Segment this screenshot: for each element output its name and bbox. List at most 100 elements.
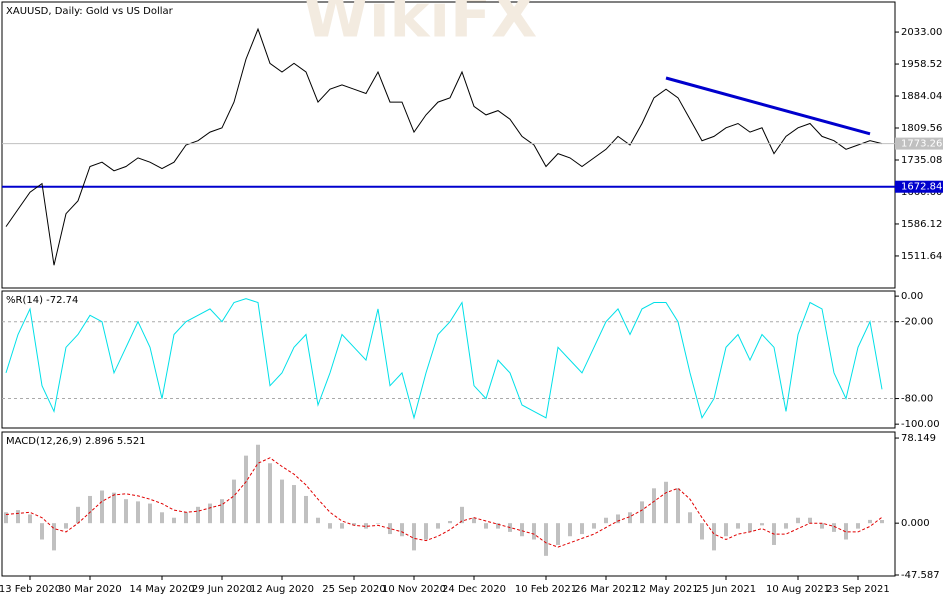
- macd-bar: [172, 517, 176, 524]
- macd-bar: [268, 463, 272, 524]
- macd-bar: [844, 523, 848, 540]
- y-tick-label: 1586.12: [901, 219, 942, 230]
- macd-bar: [484, 523, 488, 529]
- x-tick-label: 10 Aug 2021: [766, 584, 830, 595]
- y-tick-label: 1884.04: [901, 91, 942, 102]
- macd-bar: [328, 523, 332, 529]
- macd-bar: [820, 523, 824, 529]
- macd-bar: [460, 506, 464, 524]
- macd-bar: [76, 506, 80, 524]
- price-label: 1672.84: [901, 182, 942, 193]
- x-tick-label: 25 Sep 2020: [322, 584, 385, 595]
- macd-bar: [64, 523, 68, 529]
- x-tick-label: 25 Jun 2021: [696, 584, 756, 595]
- macd-bar: [244, 455, 248, 524]
- current-price-box: [895, 137, 943, 150]
- macd-bar: [340, 523, 344, 529]
- y-tick-label: 0.00: [901, 291, 923, 302]
- macd-bar: [868, 519, 872, 524]
- macd-bar: [664, 481, 668, 524]
- panel-title: MACD(12,26,9) 2.896 5.521: [6, 436, 146, 447]
- macd-bar: [376, 523, 380, 524]
- signal-line: [5, 457, 883, 548]
- macd-bar: [580, 523, 584, 535]
- macd-bar: [316, 517, 320, 524]
- macd-bar: [148, 503, 152, 524]
- macd-bar: [232, 479, 236, 524]
- y-tick-label: 1511.64: [901, 251, 942, 262]
- macd-bar: [568, 523, 572, 537]
- x-tick-label: 10 Nov 2020: [382, 584, 446, 595]
- macd-bar: [616, 514, 620, 524]
- macd-bar: [304, 495, 308, 524]
- macd-bar: [256, 444, 260, 524]
- macd-bar: [748, 523, 752, 532]
- x-tick-label: 24 Dec 2020: [442, 584, 506, 595]
- macd-bar: [520, 523, 524, 537]
- macd-bar: [88, 495, 92, 524]
- macd-bar: [856, 523, 860, 529]
- x-tick-label: 30 Mar 2020: [58, 584, 121, 595]
- y-tick-label: 78.149: [901, 433, 936, 444]
- macd-bar: [4, 512, 8, 524]
- macd-bar: [736, 523, 740, 529]
- macd-bar: [388, 523, 392, 535]
- macd-bar: [160, 512, 164, 524]
- macd-bar: [292, 485, 296, 524]
- price-label-box: [895, 180, 943, 193]
- macd-bar: [136, 501, 140, 524]
- y-tick-label: -100.00: [901, 419, 940, 430]
- macd-bar: [100, 490, 104, 524]
- macd-bar: [784, 523, 788, 529]
- macd-bar: [436, 523, 440, 529]
- x-tick-label: 29 Jun 2020: [192, 584, 252, 595]
- price-line: [5, 27, 883, 266]
- panel-frame: [1, 290, 896, 429]
- macd-bar: [796, 517, 800, 524]
- y-tick-label: 2033.00: [901, 27, 942, 38]
- macd-bar: [676, 488, 680, 524]
- macd-bar: [712, 523, 716, 551]
- macd-bar: [196, 506, 200, 524]
- macd-bar: [724, 523, 728, 537]
- trend-line: [665, 76, 871, 136]
- macd-bar: [400, 523, 404, 537]
- macd-bar: [124, 499, 128, 524]
- macd-bar: [496, 523, 500, 529]
- y-tick-label: -47.587: [901, 570, 940, 581]
- x-tick-label: 12 May 2021: [633, 584, 698, 595]
- macd-bar: [544, 523, 548, 556]
- macd-bar: [472, 517, 476, 524]
- macd-bar: [808, 517, 812, 524]
- watermark: WikiFX: [303, 0, 537, 52]
- macd-bar: [628, 512, 632, 524]
- macd-bar: [16, 510, 20, 524]
- y-tick-label: 1809.56: [901, 123, 942, 134]
- macd-bar: [28, 514, 32, 524]
- macd-bar: [760, 523, 764, 526]
- x-tick-label: 13 Feb 2020: [0, 584, 61, 595]
- current-price-label: 1773.26: [901, 139, 942, 150]
- macd-bar: [352, 523, 356, 526]
- macd-bar: [880, 520, 884, 524]
- macd-bar: [112, 492, 116, 524]
- panel-frame: [1, 431, 896, 577]
- panel-title: XAUUSD, Daily: Gold vs US Dollar: [6, 6, 174, 17]
- macd-bar: [184, 512, 188, 524]
- y-tick-label: 0.000: [901, 518, 930, 529]
- panel-title: %R(14) -72.74: [6, 295, 78, 306]
- macd-bar: [592, 523, 596, 529]
- macd-bar: [40, 523, 44, 540]
- x-tick-label: 14 May 2020: [129, 584, 194, 595]
- y-tick-label: 1958.52: [901, 59, 942, 70]
- macd-bar: [604, 517, 608, 524]
- macd-bar: [412, 523, 416, 551]
- macd-bar: [280, 479, 284, 524]
- macd-bar: [208, 503, 212, 524]
- macd-bar: [448, 520, 452, 524]
- x-tick-label: 26 Mar 2021: [574, 584, 637, 595]
- y-tick-label: -20.00: [901, 317, 933, 328]
- macd-bar: [832, 523, 836, 532]
